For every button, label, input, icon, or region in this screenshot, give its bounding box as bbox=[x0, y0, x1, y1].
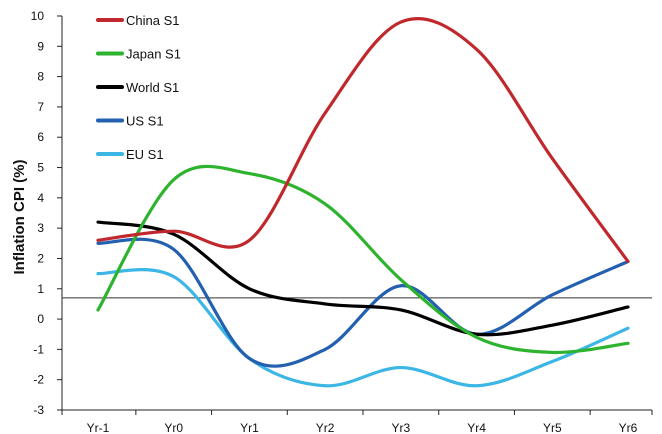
x-tick-label: Yr0 bbox=[164, 421, 183, 434]
y-tick-label: -2 bbox=[33, 373, 44, 387]
y-tick-label: 10 bbox=[31, 9, 45, 23]
y-tick-label: 0 bbox=[37, 312, 44, 326]
y-tick-label: 8 bbox=[37, 70, 44, 84]
y-tick-label: 4 bbox=[37, 191, 44, 205]
y-axis-title: Inflation CPI (%) bbox=[11, 160, 28, 275]
x-tick-label: Yr4 bbox=[467, 421, 486, 434]
x-tick-label: Yr6 bbox=[619, 421, 638, 434]
series-line-us-s1 bbox=[96, 237, 630, 368]
series-line-china-s1 bbox=[96, 17, 630, 264]
y-tick-label: 5 bbox=[37, 161, 44, 175]
y-axis: -3 -2 -1 0 1 2 3 4 5 6 7 8 9 10 bbox=[31, 9, 63, 417]
x-tick-label: Yr-1 bbox=[87, 421, 110, 434]
y-tick-label: 9 bbox=[37, 39, 44, 53]
legend-label-world-s1: World S1 bbox=[126, 80, 179, 95]
y-tick-label: 1 bbox=[37, 282, 44, 296]
y-tick-label: 6 bbox=[37, 130, 44, 144]
legend-label-us-s1: US S1 bbox=[126, 114, 164, 129]
series-line-eu-s1 bbox=[96, 268, 630, 388]
x-tick-label: Yr3 bbox=[392, 421, 411, 434]
y-tick-label: 2 bbox=[37, 251, 44, 265]
series-line-world-s1 bbox=[96, 220, 630, 337]
series-lines bbox=[96, 17, 630, 388]
legend-label-china-s1: China S1 bbox=[126, 13, 179, 28]
series-line-japan-s1 bbox=[96, 164, 630, 355]
y-tick-label: -1 bbox=[33, 342, 44, 356]
legend: China S1 Japan S1 World S1 US S1 EU S1 bbox=[96, 13, 181, 162]
y-tick-label: 3 bbox=[37, 221, 44, 235]
x-tick-label: Yr5 bbox=[543, 421, 562, 434]
y-tick-label: -3 bbox=[33, 403, 44, 417]
x-axis: Yr-1 Yr0 Yr1 Yr2 Yr3 Yr4 Yr5 Yr6 bbox=[61, 409, 653, 434]
legend-label-japan-s1: Japan S1 bbox=[126, 47, 181, 62]
legend-label-eu-s1: EU S1 bbox=[126, 147, 164, 162]
x-tick-label: Yr2 bbox=[316, 421, 335, 434]
x-tick-label: Yr1 bbox=[240, 421, 259, 434]
y-tick-label: 7 bbox=[37, 100, 44, 114]
